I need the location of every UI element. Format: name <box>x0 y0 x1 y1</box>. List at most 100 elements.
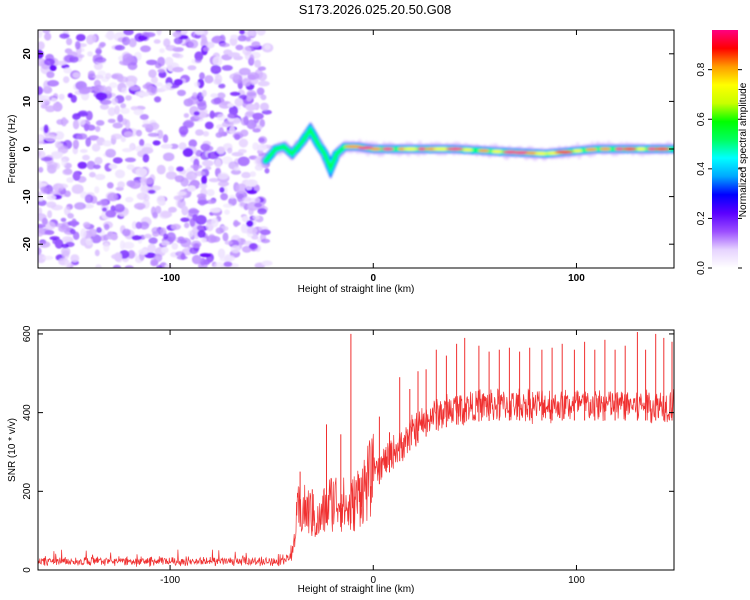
noise-blob <box>142 119 150 125</box>
noise-blob <box>102 140 113 147</box>
noise-blob <box>87 51 93 57</box>
noise-blob <box>38 166 44 173</box>
noise-blob <box>131 221 138 230</box>
noise-blob <box>181 205 189 216</box>
noise-blob <box>61 243 69 249</box>
noise-blob <box>85 237 93 246</box>
noise-blob <box>219 187 225 193</box>
noise-blob <box>127 250 136 259</box>
noise-blob <box>182 121 194 128</box>
noise-blob <box>209 207 221 213</box>
noise-blob <box>264 168 270 174</box>
noise-blob <box>147 189 156 194</box>
noise-blob <box>178 125 189 136</box>
spectrogram-ytick-label: 20 <box>22 48 33 60</box>
noise-blob <box>180 177 189 187</box>
noise-blob <box>71 184 84 195</box>
noise-blob <box>107 192 119 202</box>
noise-blob <box>235 44 244 51</box>
noise-blob <box>236 183 247 194</box>
noise-blob <box>160 144 173 149</box>
noise-blob <box>41 98 51 105</box>
snr-ytick-label: 600 <box>22 325 33 342</box>
noise-blob <box>183 113 190 118</box>
noise-blob <box>254 59 261 68</box>
noise-blob <box>197 199 209 205</box>
noise-blob <box>44 134 57 142</box>
snr-xtick-label: -100 <box>160 575 180 586</box>
noise-blob <box>207 151 220 160</box>
noise-blob <box>222 203 233 208</box>
noise-blob <box>44 230 55 235</box>
noise-blob <box>67 213 74 219</box>
noise-blob <box>42 30 51 34</box>
noise-blob <box>249 171 256 178</box>
noise-blob <box>72 231 80 240</box>
noise-blob <box>123 131 134 138</box>
noise-blob <box>94 156 103 165</box>
noise-blob <box>258 136 268 145</box>
noise-blob <box>194 58 202 63</box>
noise-blob <box>70 254 80 263</box>
noise-blob <box>193 111 200 116</box>
noise-blob <box>260 229 271 236</box>
noise-blob <box>38 253 46 264</box>
noise-blob <box>256 144 267 151</box>
noise-blob <box>227 103 234 108</box>
noise-blob <box>88 228 97 237</box>
noise-blob <box>254 197 261 204</box>
track-peak <box>636 147 646 151</box>
noise-blob <box>85 137 91 147</box>
noise-blob <box>94 249 100 257</box>
noise-blob <box>100 99 112 105</box>
noise-blob <box>120 103 127 109</box>
colorbar-label: Normalized spectral amplitude <box>738 82 749 217</box>
noise-blob <box>174 53 184 59</box>
noise-blob <box>168 165 174 172</box>
noise-blob <box>38 199 47 206</box>
noise-blob <box>215 227 224 234</box>
colorbar-tick-label: 0.8 <box>696 62 707 76</box>
noise-blob <box>201 89 207 97</box>
noise-blob <box>241 215 249 223</box>
noise-blob <box>241 78 252 87</box>
noise-blob <box>248 243 258 250</box>
noise-blob <box>131 235 142 241</box>
noise-blob <box>96 201 102 206</box>
noise-blob <box>204 121 214 130</box>
noise-blob <box>199 253 211 258</box>
noise-blob <box>161 240 170 246</box>
noise-blob <box>87 124 96 131</box>
noise-blob <box>135 167 148 177</box>
noise-blob <box>89 171 96 178</box>
noise-blob <box>105 210 117 218</box>
noise-blob <box>206 189 215 197</box>
noise-blob <box>224 209 230 215</box>
noise-blob <box>247 227 258 234</box>
snr-panel: -100 0 100 0 200 400 600 Height of straight l… <box>7 325 675 595</box>
noise-blobs <box>38 30 274 268</box>
track-peak <box>491 149 503 154</box>
noise-blob <box>120 136 126 143</box>
noise-blob <box>150 260 158 267</box>
noise-blob <box>119 240 125 250</box>
noise-blob <box>52 102 63 112</box>
noise-blob <box>50 190 61 195</box>
noise-blob <box>245 103 257 111</box>
noise-blob <box>137 91 150 97</box>
noise-blob <box>60 217 67 222</box>
noise-blob <box>46 161 58 170</box>
noise-blob <box>206 257 213 263</box>
noise-blob <box>72 72 81 78</box>
noise-blob <box>213 97 222 104</box>
noise-blob <box>156 164 166 175</box>
track-peak <box>403 147 418 151</box>
noise-blob <box>64 54 76 63</box>
noise-blob <box>230 169 242 175</box>
snr-xtick-label: 100 <box>568 575 585 586</box>
noise-blob <box>72 172 80 181</box>
noise-blob <box>129 85 141 91</box>
noise-blob <box>172 66 184 73</box>
noise-blob <box>241 171 251 179</box>
